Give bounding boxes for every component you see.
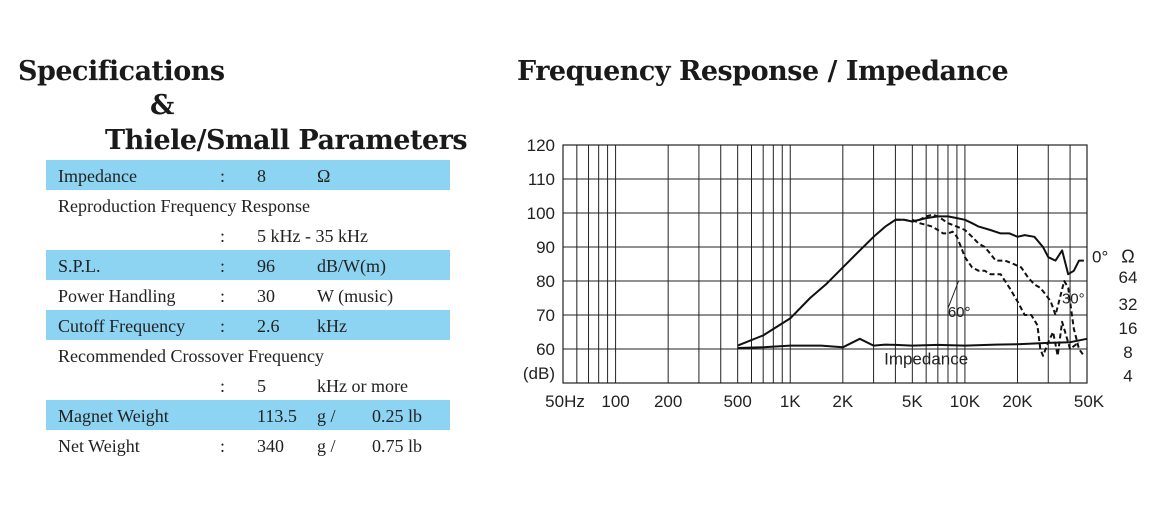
spec-row: Reproduction Frequency Response	[46, 190, 450, 220]
spec-label: Impedance	[58, 166, 137, 186]
spec-value: 30	[257, 286, 275, 306]
impedance-axis-unit: Ω	[1121, 247, 1134, 267]
spec-label: Net Weight	[58, 436, 140, 456]
specs-title-ampersand: &	[150, 90, 174, 121]
specs-title-line3: Thiele/Small Parameters	[105, 125, 468, 156]
y-tick-label: 60	[536, 340, 555, 359]
series-line	[911, 218, 1080, 357]
x-tick-label: 500	[723, 392, 751, 411]
x-tick-label: 50Hz	[545, 392, 585, 411]
spec-unit: W (music)	[317, 286, 394, 306]
specs-title-line1: Specifications	[18, 56, 225, 87]
series-line	[737, 337, 1088, 349]
y-tick-label: 90	[536, 238, 555, 257]
x-tick-label: 200	[654, 392, 682, 411]
annotation-60deg: 60°	[948, 304, 971, 321]
spec-value: 113.5	[257, 406, 297, 426]
spec-value: 340	[257, 436, 284, 456]
spec-unit: kHz or more	[317, 376, 408, 396]
impedance-tick-label: 8	[1123, 343, 1132, 362]
series-line	[737, 215, 1084, 347]
spec-colon: :	[220, 166, 226, 186]
spec-label: S.P.L.	[58, 256, 101, 276]
x-tick-label: 50K	[1074, 392, 1105, 411]
spec-row: Recommended Crossover Frequency	[46, 340, 450, 370]
y-axis-label: (dB)	[523, 364, 555, 383]
spec-unit: Ω	[317, 166, 331, 186]
y-tick-label: 80	[536, 272, 555, 291]
spec-row: Impedance: 8 Ω	[46, 160, 450, 190]
x-tick-label: 2K	[832, 392, 853, 411]
spec-value: 5	[257, 376, 266, 396]
spec-row: Cutoff Frequency: 2.6 kHz	[46, 310, 450, 340]
annotation-leader	[947, 280, 960, 309]
spec-label: Power Handling	[58, 286, 176, 306]
chart-title: Frequency Response / Impedance	[517, 56, 1009, 87]
spec-label: Cutoff Frequency	[58, 316, 186, 336]
impedance-tick-label: 32	[1119, 295, 1138, 314]
impedance-tick-label: 4	[1123, 367, 1132, 386]
spec-label: Recommended Crossover Frequency	[58, 346, 324, 366]
y-tick-label: 100	[527, 204, 555, 223]
spec-value: 5 kHz - 35 kHz	[257, 226, 368, 246]
spec-label: Magnet Weight	[58, 406, 169, 426]
x-tick-label: 10K	[950, 392, 981, 411]
spec-row: Magnet Weight 113.5 g / 0.25 lb	[46, 400, 450, 430]
x-tick-label: 1K	[780, 392, 801, 411]
spec-colon: :	[220, 316, 226, 336]
spec-value: 8	[257, 166, 266, 186]
y-tick-label: 110	[528, 170, 555, 189]
spec-colon: :	[220, 286, 226, 306]
spec-colon: :	[220, 256, 226, 276]
annotation-30deg: 30°	[1062, 290, 1085, 307]
spec-row: Power Handling: 30 W (music)	[46, 280, 450, 310]
y-tick-label: 70	[536, 306, 555, 325]
spec-row: S.P.L.: 96 dB/W(m)	[46, 250, 450, 280]
spec-colon: :	[220, 376, 226, 396]
spec-unit: kHz	[317, 316, 347, 336]
spec-row: Net Weight: 340 g / 0.75 lb	[46, 430, 450, 460]
spec-alt-value: 0.75 lb	[372, 436, 423, 456]
spec-alt-value: 0.25 lb	[372, 406, 423, 426]
annotation-0deg: 0°	[1092, 248, 1108, 267]
annotation-impedance: Impedance	[884, 350, 968, 369]
x-tick-label: 20K	[1002, 392, 1033, 411]
spec-label: Reproduction Frequency Response	[58, 196, 310, 216]
spec-unit: g /	[317, 436, 336, 456]
impedance-tick-label: 64	[1119, 268, 1138, 287]
spec-value: 96	[257, 256, 275, 276]
spec-colon: :	[220, 226, 226, 246]
spec-table: Impedance: 8 Ω Reproduction Frequency Respo…	[46, 160, 450, 460]
spec-row: : 5 kHz - 35 kHz	[46, 220, 450, 250]
series-line	[895, 213, 1085, 357]
spec-colon: :	[220, 436, 226, 456]
spec-unit: dB/W(m)	[317, 256, 386, 276]
plot-frame	[562, 144, 1088, 384]
spec-row: : 5 kHz or more	[46, 370, 450, 400]
impedance-tick-label: 16	[1119, 319, 1138, 338]
x-tick-label: 5K	[902, 392, 923, 411]
spec-unit: g /	[317, 406, 336, 426]
x-tick-label: 100	[601, 392, 629, 411]
y-tick-label: 120	[527, 136, 555, 155]
spec-value: 2.6	[257, 316, 280, 336]
